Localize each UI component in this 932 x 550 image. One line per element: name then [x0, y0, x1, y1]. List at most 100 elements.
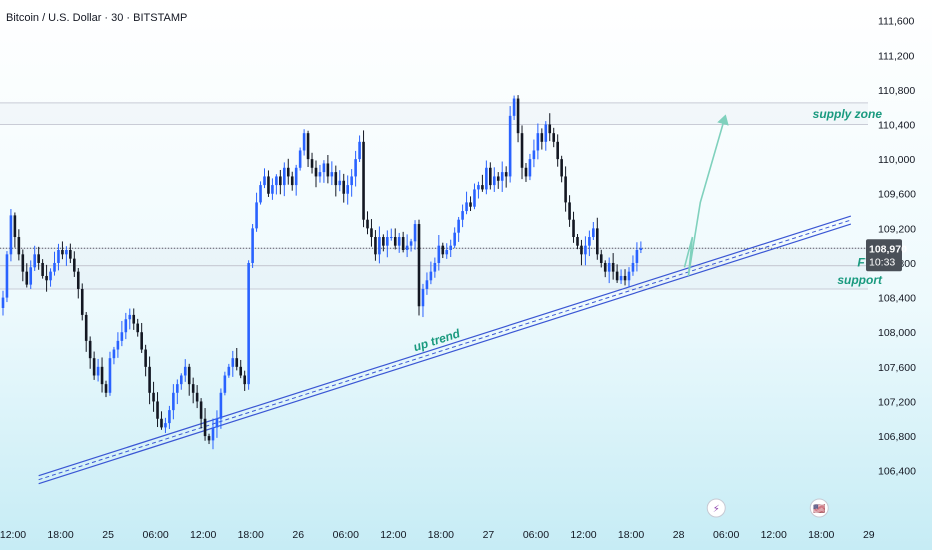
candle-body [635, 250, 639, 263]
candle-body [524, 167, 528, 177]
candle-body [611, 262, 615, 272]
candle [560, 155, 563, 183]
candle-body [61, 250, 64, 255]
candle [532, 139, 536, 168]
candle-body [631, 262, 635, 272]
x-tick-label: 26 [292, 529, 304, 541]
candle-body [263, 176, 266, 186]
current-price-label: 108,970 [869, 243, 907, 255]
candle-body [449, 245, 453, 250]
candle-body [96, 366, 100, 376]
x-tick-label: 18:00 [238, 529, 264, 541]
x-tick-label: 12:00 [570, 529, 596, 541]
price-axis[interactable]: 106,400 106,800 107,200 107,600 108,000 108,4… [866, 16, 916, 478]
candle [623, 269, 627, 286]
candle [76, 268, 80, 299]
candle [580, 239, 583, 266]
candle-body [485, 167, 488, 190]
us-flag-event-icon-circle [809, 498, 829, 518]
candle [9, 208, 13, 262]
candle [255, 192, 258, 232]
lightning-event-icon[interactable]: ⚡ [706, 498, 726, 518]
candle-body [179, 375, 183, 385]
x-tick-label: 18:00 [428, 529, 454, 541]
candle-body [580, 245, 583, 255]
candle [29, 260, 33, 290]
candle-body [80, 288, 84, 315]
candle [548, 113, 552, 142]
candle-body [334, 172, 338, 186]
candle-body [441, 245, 445, 255]
candle [172, 384, 175, 420]
candle [453, 227, 456, 249]
candle-body [183, 366, 187, 376]
projection-arrow [683, 114, 729, 277]
candle [342, 173, 346, 203]
candle-body [504, 172, 508, 177]
candle [362, 130, 365, 228]
candle-body [172, 392, 175, 411]
candle-body [386, 237, 389, 246]
candle-body [358, 141, 361, 160]
candle [136, 318, 140, 337]
candle-body [560, 159, 563, 177]
candle [401, 231, 405, 253]
candle [366, 211, 369, 235]
candle-body [223, 375, 227, 393]
candle [80, 283, 84, 321]
candle [120, 320, 124, 347]
candle [639, 241, 643, 254]
candle [461, 204, 464, 228]
candle [572, 211, 575, 243]
candle [283, 162, 286, 197]
candle-body [132, 314, 136, 324]
candle-body [417, 224, 421, 307]
events-layer[interactable]: ⚡ 🇺🇸 [706, 498, 829, 518]
candle [61, 241, 64, 260]
candle-body [540, 133, 544, 142]
candle [104, 380, 108, 398]
x-tick-label: 18:00 [618, 529, 644, 541]
candle [314, 160, 318, 188]
time-axis[interactable]: 12:00 18:00 25 06:00 12:00 18:00 26 06:00 12:00 1… [0, 529, 875, 541]
candle-body [599, 254, 603, 263]
candle-body [596, 228, 599, 255]
candle-body [45, 275, 48, 281]
candle-body [168, 410, 171, 424]
candle [520, 125, 524, 180]
candle [358, 135, 361, 163]
candle-body [477, 185, 480, 190]
candle [298, 147, 302, 171]
candle [496, 172, 500, 189]
candle-body [53, 262, 56, 272]
y-tick-label: 106,400 [878, 466, 916, 478]
candle-body [29, 267, 33, 285]
candle-body [306, 133, 310, 160]
candle-body [243, 375, 246, 385]
candle-body [92, 358, 96, 376]
candle [100, 357, 104, 393]
x-tick-label: 25 [102, 529, 114, 541]
candle [457, 216, 460, 242]
candle-body [457, 219, 460, 233]
candle [350, 169, 353, 197]
candle [421, 283, 425, 318]
candle [17, 229, 21, 261]
candle-body [203, 418, 207, 437]
candle [465, 191, 468, 215]
candle [588, 230, 591, 257]
candle [84, 311, 88, 352]
candle-body [492, 176, 496, 186]
us-flag-event-icon[interactable]: 🇺🇸 [809, 498, 829, 518]
trend-line-middle [38, 219, 852, 481]
x-tick-label: 12:00 [0, 529, 26, 541]
candle-body [275, 176, 278, 186]
candle [382, 234, 385, 252]
candle-body [461, 211, 464, 220]
candle [306, 130, 310, 168]
candle-body [445, 250, 449, 255]
candle-body [1, 297, 5, 308]
candle [263, 168, 266, 189]
